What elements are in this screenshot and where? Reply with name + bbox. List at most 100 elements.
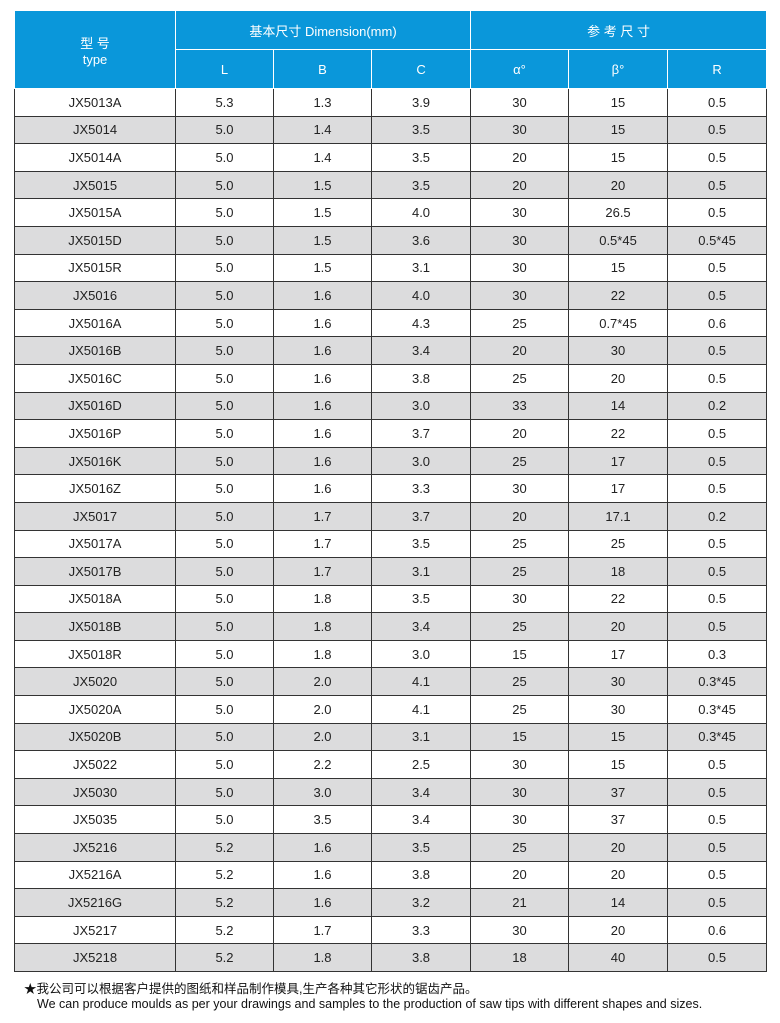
table-cell: 5.2 [175, 833, 274, 862]
table-row: JX5018R 5.0 1.8 3.0 15 17 0.3 [14, 639, 768, 669]
table-cell: 1.4 [273, 143, 372, 172]
table-row: JX5017B 5.0 1.7 3.1 25 18 0.5 [14, 557, 768, 586]
table-cell: 0.5 [667, 170, 768, 200]
table-cell: 30 [470, 225, 570, 255]
dimension-header: 基本尺寸 Dimension(mm) [174, 10, 472, 50]
table-cell: 30 [470, 750, 570, 779]
table-row: JX5015A 5.0 1.5 4.0 30 26.5 0.5 [14, 198, 768, 227]
table-cell: JX5020 [14, 667, 176, 697]
table-cell: 30 [470, 281, 570, 310]
table-cell: 5.0 [175, 722, 274, 752]
col-r: R [667, 49, 768, 89]
table-cell: JX5020B [14, 722, 176, 752]
table-cell: 2.0 [273, 695, 372, 724]
table-cell: 15 [470, 639, 570, 669]
table-row: JX5216A 5.2 1.6 3.8 20 20 0.5 [14, 860, 768, 890]
table-cell: 1.8 [273, 612, 372, 641]
table-cell: JX5018R [14, 639, 176, 669]
table-row: JX5016K 5.0 1.6 3.0 25 17 0.5 [14, 446, 768, 476]
table-cell: JX5016C [14, 363, 176, 393]
table-cell: 3.3 [370, 474, 472, 503]
table-cell: JX5014A [14, 143, 176, 172]
table-cell: 20 [568, 612, 669, 641]
table-cell: 1.6 [273, 833, 372, 862]
table-cell: JX5218 [14, 943, 176, 972]
table-cell: 1.7 [273, 501, 372, 531]
table-cell: 0.5 [667, 253, 768, 283]
table-cell: 5.2 [175, 943, 274, 972]
table-cell: 0.5 [667, 198, 768, 227]
table-cell: 17 [568, 639, 669, 669]
table-cell: 20 [568, 860, 669, 890]
table-cell: JX5014 [14, 115, 176, 145]
table-cell: 5.0 [175, 474, 274, 503]
table-row: JX5018A 5.0 1.8 3.5 30 22 0.5 [14, 584, 768, 614]
col-beta: β° [568, 49, 669, 89]
table-cell: 22 [568, 419, 669, 448]
table-row: JX5017 5.0 1.7 3.7 20 17.1 0.2 [14, 501, 768, 531]
table-cell: 30 [470, 584, 570, 614]
table-cell: 3.5 [370, 143, 472, 172]
table-cell: 30 [470, 474, 570, 503]
table-row: JX5014 5.0 1.4 3.5 30 15 0.5 [14, 115, 768, 145]
table-cell: 5.0 [175, 308, 274, 338]
table-cell: 15 [568, 750, 669, 779]
table-cell: JX5022 [14, 750, 176, 779]
table-cell: JX5013A [14, 88, 176, 117]
table-cell: 20 [568, 363, 669, 393]
table-cell: 25 [470, 363, 570, 393]
table-cell: 4.1 [370, 667, 472, 697]
table-cell: 0.5 [667, 888, 768, 917]
table-cell: 15 [568, 253, 669, 283]
table-cell: JX5016D [14, 391, 176, 421]
table-cell: 3.4 [370, 612, 472, 641]
table-cell: 0.5 [667, 750, 768, 779]
table-row: JX5020 5.0 2.0 4.1 25 30 0.3*45 [14, 667, 768, 697]
table-cell: 5.2 [175, 860, 274, 890]
table-cell: 15 [470, 722, 570, 752]
table-cell: JX5015 [14, 170, 176, 200]
table-cell: 5.0 [175, 584, 274, 614]
table-cell: 30 [568, 667, 669, 697]
table-cell: 1.8 [273, 943, 372, 972]
table-cell: 5.0 [175, 446, 274, 476]
table-row: JX5018B 5.0 1.8 3.4 25 20 0.5 [14, 612, 768, 641]
table-cell: 20 [470, 336, 570, 365]
table-row: JX5013A 5.3 1.3 3.9 30 15 0.5 [14, 88, 768, 117]
table-cell: 5.0 [175, 667, 274, 697]
table-row: JX5016D 5.0 1.6 3.0 33 14 0.2 [14, 391, 768, 421]
table-cell: 30 [470, 253, 570, 283]
table-cell: 25 [470, 308, 570, 338]
table-cell: 20 [470, 419, 570, 448]
table-row: JX5016Z 5.0 1.6 3.3 30 17 0.5 [14, 474, 768, 503]
table-cell: 0.5 [667, 557, 768, 586]
table-cell: 20 [470, 170, 570, 200]
table-cell: 37 [568, 805, 669, 835]
table-cell: 3.5 [370, 170, 472, 200]
table-cell: 4.0 [370, 198, 472, 227]
table-cell: 5.0 [175, 225, 274, 255]
table-cell: 0.5 [667, 446, 768, 476]
table-cell: 3.0 [370, 391, 472, 421]
table-row: JX5017A 5.0 1.7 3.5 25 25 0.5 [14, 529, 768, 559]
table-cell: 3.0 [370, 446, 472, 476]
table-cell: 3.5 [370, 115, 472, 145]
table-cell: 5.0 [175, 612, 274, 641]
table-cell: 0.5 [667, 860, 768, 890]
table-cell: 3.1 [370, 253, 472, 283]
table-cell: 0.5 [667, 805, 768, 835]
table-row: JX5216 5.2 1.6 3.5 25 20 0.5 [14, 833, 768, 862]
table-cell: 3.4 [370, 777, 472, 807]
table-cell: 0.3*45 [667, 667, 768, 697]
table-cell: 17 [568, 446, 669, 476]
table-cell: 5.0 [175, 198, 274, 227]
table-cell: 0.5 [667, 777, 768, 807]
table-cell: 25 [568, 529, 669, 559]
table-cell: 0.3 [667, 639, 768, 669]
col-b: B [273, 49, 372, 89]
table-cell: 30 [470, 777, 570, 807]
col-c: C [370, 49, 472, 89]
table-cell: 14 [568, 888, 669, 917]
table-row: JX5015 5.0 1.5 3.5 20 20 0.5 [14, 170, 768, 200]
table-cell: 0.5 [667, 336, 768, 365]
